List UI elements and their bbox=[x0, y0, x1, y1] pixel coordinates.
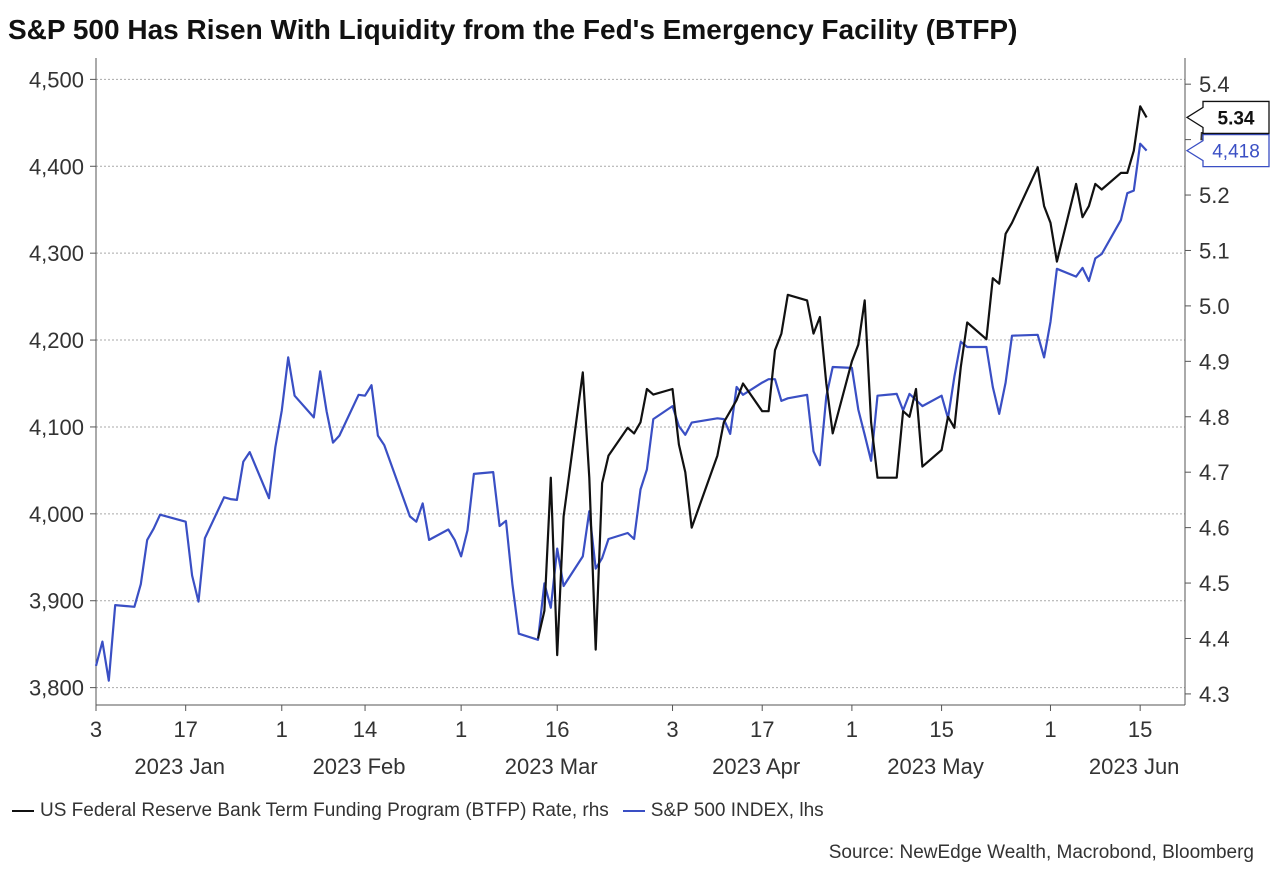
left-tick-label: 4,000 bbox=[29, 502, 84, 527]
x-month-label: 2023 Feb bbox=[313, 754, 406, 779]
end-label-text: 4,418 bbox=[1212, 142, 1260, 163]
chart-title: S&P 500 Has Risen With Liquidity from th… bbox=[8, 14, 1018, 45]
right-tick-label: 5.2 bbox=[1199, 183, 1230, 208]
left-tick-label: 4,300 bbox=[29, 241, 84, 266]
x-tick-label: 16 bbox=[545, 717, 569, 742]
right-tick-label: 4.4 bbox=[1199, 626, 1230, 651]
right-axis-ticks: 4.34.44.54.64.74.84.95.05.15.25.35.4 bbox=[1185, 72, 1230, 707]
left-tick-label: 4,400 bbox=[29, 154, 84, 179]
right-tick-label: 4.3 bbox=[1199, 682, 1230, 707]
left-tick-label: 3,900 bbox=[29, 589, 84, 614]
x-axis-ticks: 3 17 1 14 1 16 3 17 1 15 1 15 2023 Jan 2023 Feb 2023 M… bbox=[90, 705, 1180, 779]
legend-label-spx: S&P 500 INDEX, lhs bbox=[650, 800, 824, 821]
x-month-label: 2023 Mar bbox=[505, 754, 598, 779]
right-tick-label: 4.8 bbox=[1199, 405, 1230, 430]
right-tick-label: 4.9 bbox=[1199, 349, 1230, 374]
end-label-box bbox=[1185, 100, 1270, 135]
x-tick-label: 17 bbox=[173, 717, 197, 742]
right-tick-label: 4.5 bbox=[1199, 571, 1230, 596]
legend: US Federal Reserve Bank Term Funding Pro… bbox=[12, 800, 824, 822]
x-month-label: 2023 Jun bbox=[1089, 754, 1180, 779]
left-tick-label: 4,500 bbox=[29, 67, 84, 92]
x-tick-label: 1 bbox=[455, 717, 467, 742]
series-line-btfp bbox=[536, 105, 1148, 657]
series-layer bbox=[94, 105, 1148, 682]
x-tick-label: 3 bbox=[666, 717, 678, 742]
x-tick-label: 15 bbox=[1128, 717, 1152, 742]
legend-swatch-spx bbox=[622, 810, 645, 812]
x-tick-label: 15 bbox=[929, 717, 953, 742]
right-tick-label: 5.4 bbox=[1199, 72, 1230, 97]
right-tick-label: 4.7 bbox=[1199, 460, 1230, 485]
right-tick-label: 5.1 bbox=[1199, 238, 1230, 263]
end-label-text: 5.34 bbox=[1218, 108, 1255, 129]
x-month-label: 2023 May bbox=[887, 754, 984, 779]
x-tick-label: 14 bbox=[353, 717, 377, 742]
x-tick-label: 3 bbox=[90, 717, 102, 742]
x-month-label: 2023 Jan bbox=[134, 754, 225, 779]
x-month-label: 2023 Apr bbox=[712, 754, 800, 779]
legend-swatch-btfp bbox=[12, 810, 34, 812]
end-label-box bbox=[1185, 133, 1270, 168]
axes bbox=[95, 58, 1186, 706]
end-label-btfp: 5.34 bbox=[1185, 100, 1270, 135]
end-label-spx: 4,418 bbox=[1185, 133, 1270, 168]
series-line-spx bbox=[94, 142, 1148, 682]
source-note: Source: NewEdge Wealth, Macrobond, Bloom… bbox=[828, 842, 1254, 863]
x-tick-label: 17 bbox=[750, 717, 774, 742]
left-tick-label: 4,200 bbox=[29, 328, 84, 353]
right-tick-label: 4.6 bbox=[1199, 516, 1230, 541]
left-tick-label: 4,100 bbox=[29, 415, 84, 440]
end-labels: 4,418 5.34 bbox=[1185, 100, 1270, 168]
left-tick-label: 3,800 bbox=[29, 676, 84, 701]
x-tick-label: 1 bbox=[846, 717, 858, 742]
x-tick-label: 1 bbox=[276, 717, 288, 742]
left-axis-ticks: 3,800 3,900 4,000 4,100 4,200 4,300 4,400 4,500 bbox=[29, 67, 96, 701]
x-tick-label: 1 bbox=[1044, 717, 1056, 742]
gridlines bbox=[96, 78, 1185, 689]
legend-label-btfp: US Federal Reserve Bank Term Funding Pro… bbox=[40, 800, 609, 821]
right-tick-label: 5.0 bbox=[1199, 294, 1230, 319]
